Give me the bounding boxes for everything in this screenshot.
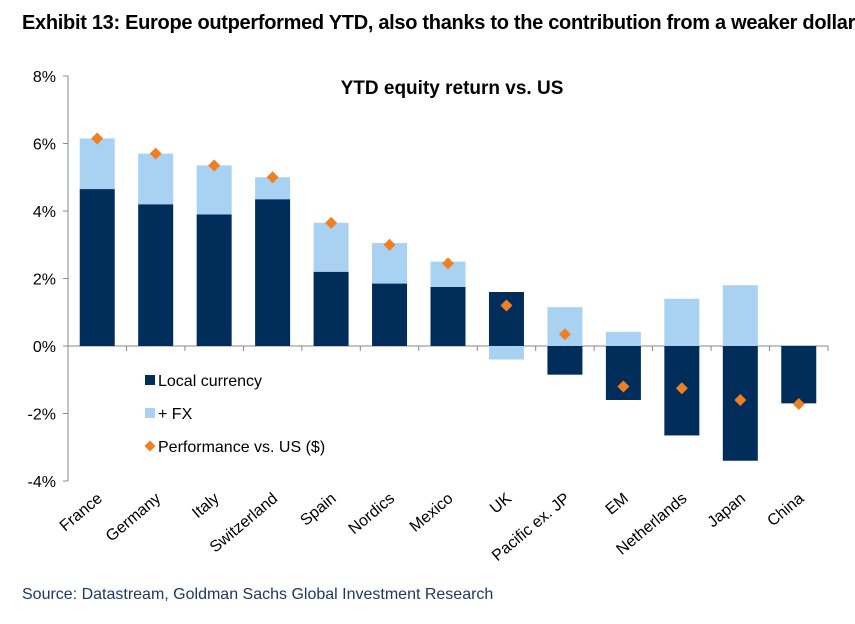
bars: [79, 138, 817, 461]
performance-marker: [91, 132, 104, 145]
bar-local-currency: [781, 346, 817, 404]
bar-fx: [488, 346, 524, 360]
bar-local-currency: [138, 204, 174, 346]
y-tick-label: 0%: [33, 339, 56, 356]
bar-fx: [664, 298, 700, 346]
performance-marker: [734, 394, 747, 406]
x-tick-label: UK: [487, 490, 515, 518]
chart-title: YTD equity return vs. US: [341, 78, 564, 99]
bar-fx: [196, 165, 232, 215]
x-tick-label: Italy: [189, 490, 222, 522]
legend-swatch: [145, 408, 155, 418]
x-tick-label: Spain: [297, 490, 339, 529]
legend-label: + FX: [158, 406, 193, 423]
performance-marker: [558, 328, 571, 341]
legend: Local currency + FX Performance vs. US ($): [144, 373, 325, 456]
bar-local-currency: [372, 283, 408, 346]
bar-fx: [138, 153, 174, 205]
performance-marker: [500, 299, 513, 312]
legend-label: Performance vs. US ($): [158, 439, 325, 456]
y-tick-label: 2%: [33, 272, 56, 289]
bar-local-currency: [547, 346, 583, 375]
bar-local-currency: [196, 214, 232, 346]
exhibit-title: Exhibit 13: Europe outperformed YTD, als…: [22, 12, 855, 34]
performance-marker: [149, 147, 162, 160]
performance-marker: [442, 257, 454, 270]
bar-fx: [313, 222, 349, 272]
bar-local-currency: [255, 199, 291, 346]
bar-local-currency: [430, 286, 466, 346]
x-tick-label: EM: [603, 490, 632, 518]
performance-marker: [675, 382, 688, 395]
y-tick-label: -2%: [28, 407, 56, 424]
bar-local-currency: [79, 189, 115, 346]
x-tick-label: France: [57, 490, 106, 535]
performance-marker: [792, 398, 805, 411]
performance-marker: [266, 171, 279, 184]
performance-marker: [208, 159, 221, 172]
bar-fx: [79, 138, 115, 190]
performance-marker: [325, 216, 338, 229]
bar-fx: [255, 177, 291, 200]
y-tick-label: 6%: [33, 137, 56, 154]
x-tick-label: China: [764, 490, 807, 530]
bar-fx: [605, 331, 641, 346]
y-tick-label: -4%: [28, 474, 56, 491]
x-tick-label: Nordics: [346, 490, 398, 538]
performance-markers: [91, 132, 805, 411]
x-tick-label: Japan: [705, 490, 749, 531]
y-tick-label: 4%: [33, 204, 56, 221]
legend-swatch: [145, 375, 155, 385]
x-tick-label: Mexico: [407, 490, 457, 536]
legend-swatch-performance: [144, 440, 156, 452]
performance-marker: [383, 238, 396, 251]
performance-marker: [617, 380, 630, 393]
source-note: Source: Datastream, Goldman Sachs Global…: [22, 586, 494, 603]
legend-label: Local currency: [158, 373, 262, 390]
bar-local-currency: [313, 271, 349, 346]
x-tick-label: Germany: [103, 490, 164, 545]
y-tick-label: 8%: [33, 69, 56, 86]
bar-fx: [722, 285, 758, 346]
